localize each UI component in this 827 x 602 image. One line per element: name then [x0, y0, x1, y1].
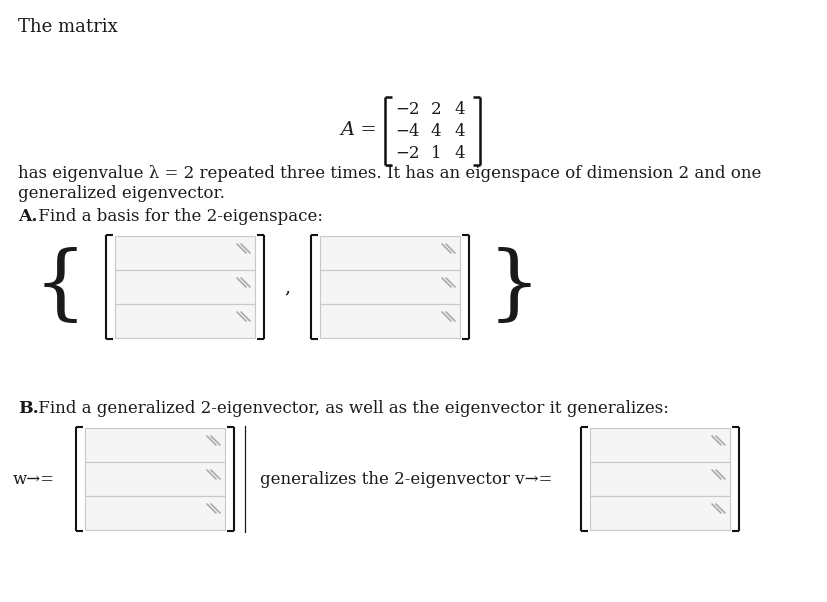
- Text: A =: A =: [340, 121, 376, 139]
- Bar: [319, 236, 460, 270]
- Text: −2: −2: [395, 102, 420, 119]
- Text: 2: 2: [430, 102, 441, 119]
- Bar: [85, 428, 225, 462]
- Text: Find a basis for the 2-eigenspace:: Find a basis for the 2-eigenspace:: [33, 208, 323, 225]
- Bar: [590, 496, 729, 530]
- Bar: [85, 496, 225, 530]
- Bar: [115, 304, 255, 338]
- Text: generalized eigenvector.: generalized eigenvector.: [18, 185, 225, 202]
- Text: Find a generalized 2-eigenvector, as well as the eigenvector it generalizes:: Find a generalized 2-eigenvector, as wel…: [33, 400, 668, 417]
- Bar: [115, 270, 255, 304]
- Text: −2: −2: [395, 146, 420, 163]
- Text: The matrix: The matrix: [18, 18, 117, 36]
- Text: A.: A.: [18, 208, 37, 225]
- Bar: [590, 428, 729, 462]
- Text: w→=: w→=: [13, 471, 55, 488]
- Text: B.: B.: [18, 400, 39, 417]
- Bar: [319, 270, 460, 304]
- Text: 4: 4: [454, 123, 465, 140]
- Text: 4: 4: [454, 102, 465, 119]
- Text: 1: 1: [430, 146, 441, 163]
- Bar: [85, 462, 225, 496]
- Text: }: }: [487, 247, 540, 327]
- Bar: [590, 462, 729, 496]
- Text: {: {: [34, 247, 87, 327]
- Bar: [319, 304, 460, 338]
- Text: 4: 4: [454, 146, 465, 163]
- Text: has eigenvalue λ = 2 repeated three times. It has an eigenspace of dimension 2 a: has eigenvalue λ = 2 repeated three time…: [18, 165, 761, 182]
- Text: generalizes the 2-eigenvector v→=: generalizes the 2-eigenvector v→=: [260, 471, 552, 488]
- Text: ,: ,: [284, 278, 290, 296]
- Text: 4: 4: [430, 123, 441, 140]
- Bar: [115, 236, 255, 270]
- Text: −4: −4: [395, 123, 420, 140]
